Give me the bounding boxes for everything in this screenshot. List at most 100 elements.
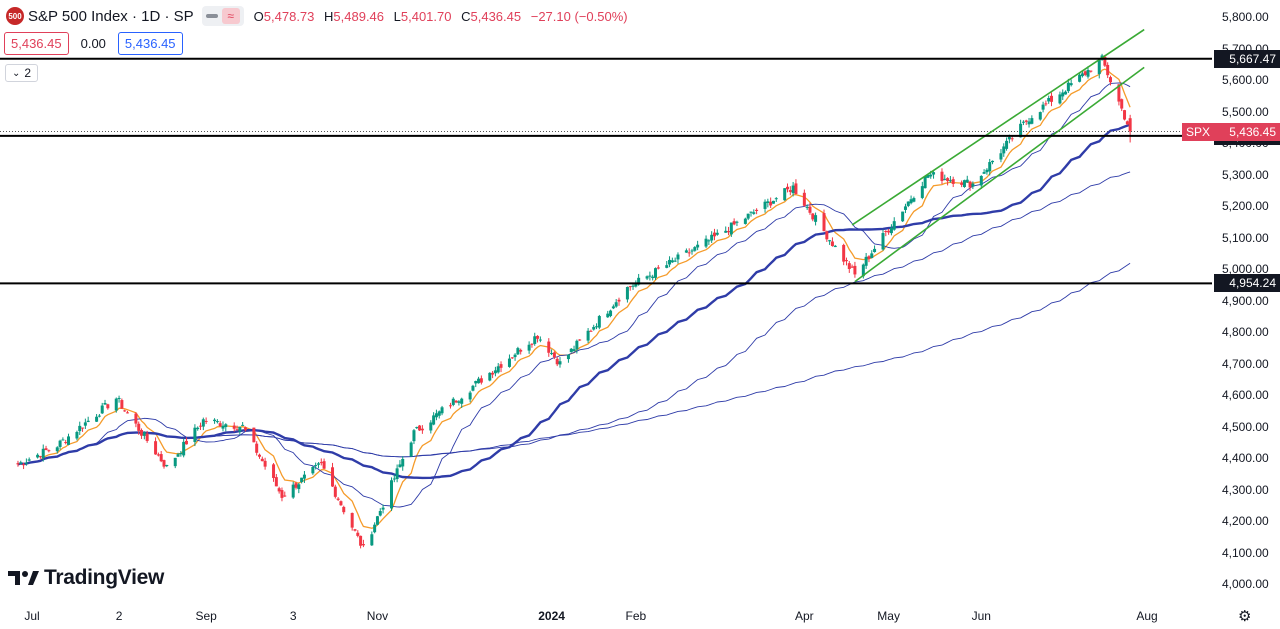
candle-body <box>361 544 365 546</box>
tradingview-logo[interactable]: TradingView <box>8 566 164 590</box>
candle-body <box>1024 120 1028 122</box>
candle-body <box>134 413 138 424</box>
sell-button[interactable]: 5,436.45 <box>4 32 69 55</box>
candle-body <box>1041 104 1045 110</box>
candle-body <box>1061 92 1065 97</box>
candle-body <box>238 426 242 432</box>
candle-body <box>316 463 320 465</box>
candle-body <box>353 529 357 531</box>
candle-body <box>552 352 556 358</box>
y-tick-label: 4,500.00 <box>1222 419 1269 434</box>
visibility-toggle[interactable]: ≈ <box>201 6 244 26</box>
y-tick-label: 5,300.00 <box>1222 167 1269 182</box>
buy-button[interactable]: 5,436.45 <box>117 32 183 55</box>
candle-body <box>805 206 809 208</box>
candle-body <box>471 385 475 391</box>
candle-body <box>847 263 851 269</box>
candle-body <box>606 313 610 318</box>
candle-body <box>516 348 520 355</box>
candle-body <box>828 240 832 242</box>
close-value: 5,436.45 <box>470 8 522 24</box>
candle-body <box>142 432 146 436</box>
candle-body <box>257 454 261 457</box>
candle-body <box>432 415 436 425</box>
candle-body <box>628 286 632 288</box>
candle-body <box>906 201 910 206</box>
candle-body <box>1010 138 1014 140</box>
candle-body <box>415 427 419 429</box>
candle-body <box>752 212 756 214</box>
candle-body <box>55 447 59 452</box>
candle-body <box>743 218 747 224</box>
channel-line-upper <box>851 28 1145 226</box>
candle-body <box>696 244 700 248</box>
low-value: 5,401.70 <box>400 8 452 24</box>
candle-body <box>1078 74 1082 82</box>
candle-body <box>690 250 694 252</box>
candle-body <box>263 460 267 467</box>
candle-body <box>474 380 478 384</box>
candle-body <box>611 306 615 309</box>
candle-body <box>892 221 896 230</box>
candle-body <box>221 425 225 429</box>
candle-body <box>766 201 770 203</box>
candle-body <box>693 247 697 251</box>
candle-body <box>1123 110 1127 120</box>
candle-body <box>884 230 888 233</box>
candle-body <box>437 411 441 416</box>
y-tick-label: 4,900.00 <box>1222 293 1269 308</box>
candle-body <box>300 477 304 483</box>
candle-body <box>687 252 691 254</box>
candle-body <box>609 310 613 317</box>
candle-body <box>513 354 517 358</box>
indicators-collapse-button[interactable]: ⌄ 2 <box>5 64 39 82</box>
candle-body <box>783 188 787 201</box>
chevron-down-icon: ⌄ <box>12 67 21 79</box>
candle-body <box>707 240 711 242</box>
candle-body <box>162 460 166 467</box>
indicator-count: 2 <box>24 66 32 80</box>
y-tick-label: 4,000.00 <box>1222 577 1269 591</box>
channel-line-lower <box>854 66 1145 283</box>
candle-body <box>331 467 335 487</box>
candle-body <box>710 234 714 241</box>
symbol-name-tag: SPX <box>1182 122 1215 141</box>
candle-body <box>1103 56 1107 66</box>
candle-body <box>477 378 481 384</box>
x-tick-label: Apr <box>795 609 814 623</box>
candle-body <box>968 181 972 188</box>
candle-body <box>901 211 905 222</box>
x-tick-label: Nov <box>366 609 389 623</box>
candle-body <box>215 421 219 423</box>
candle-body <box>67 436 71 445</box>
candle-body <box>887 230 891 233</box>
candle-body <box>398 464 402 468</box>
candle-body <box>569 348 573 353</box>
candle-body <box>1002 146 1006 154</box>
candle-body <box>1108 77 1112 83</box>
x-tick-label: 3 <box>289 609 297 623</box>
ma-line-sma-200 <box>17 262 1131 465</box>
y-tick-label: 4,200.00 <box>1222 514 1269 528</box>
trade-buttons: 5,436.45 0.00 5,436.45 <box>4 32 183 55</box>
candle-body <box>342 506 346 513</box>
candle-body <box>665 265 669 268</box>
candle-body <box>280 490 284 498</box>
candle-body <box>16 463 20 465</box>
candle-body <box>614 302 618 307</box>
candle-body <box>926 174 930 178</box>
y-tick-label: 4,700.00 <box>1222 356 1269 371</box>
symbol-price-tag: 5,436.45 <box>1214 122 1280 141</box>
candle-body <box>1058 94 1062 104</box>
y-tick-label: 5,600.00 <box>1222 73 1269 87</box>
gear-icon[interactable]: ⚙ <box>1238 608 1252 625</box>
symbol-title[interactable]: S&P 500 Index · 1D · SP <box>28 7 194 25</box>
ma-line-sma-20 <box>17 82 1131 508</box>
candle-body <box>830 241 834 247</box>
candle-body <box>488 372 492 381</box>
candle-body <box>154 441 158 455</box>
candle-body <box>193 427 197 442</box>
candle-body <box>83 422 87 426</box>
candle-body <box>1005 140 1009 149</box>
